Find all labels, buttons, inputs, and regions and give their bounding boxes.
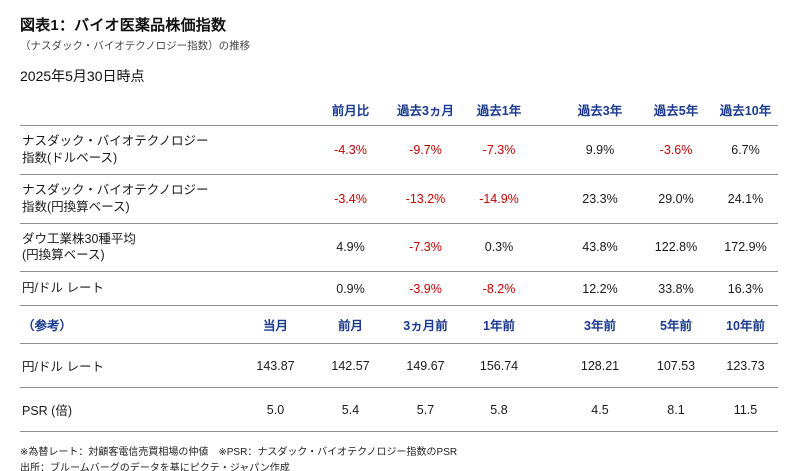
column-header-3y: 過去3年	[561, 94, 639, 126]
column-header-10y-ago: 10年前	[713, 305, 778, 345]
empty-cell	[238, 271, 313, 307]
metric-value: 6.7%	[713, 125, 778, 175]
metric-value: 9.9%	[561, 125, 639, 175]
row-nbi-jpy: ナスダック・バイオテクノロジー 指数(円換算ベース) -3.4% -13.2% …	[20, 174, 778, 224]
period-header-row: 前月比 過去3ヵ月 過去1年 過去3年 過去5年 過去10年	[20, 94, 778, 126]
row-label: ナスダック・バイオテクノロジー 指数(ドルベース)	[20, 125, 238, 175]
column-spacer	[535, 125, 561, 175]
column-header-3m: 過去3ヵ月	[388, 94, 463, 126]
footnote-source: 出所：ブルームバーグのデータを基にピクテ・ジャパン作成	[20, 463, 290, 471]
metric-value: -3.4%	[313, 174, 388, 224]
metric-value: -7.3%	[463, 125, 535, 175]
column-spacer	[535, 174, 561, 224]
metric-value: 0.3%	[463, 223, 535, 273]
metric-value: 33.8%	[639, 271, 713, 307]
metric-value: 149.67	[388, 343, 463, 389]
row-usdjpy-change: 円/ドル レート 0.9% -3.9% -8.2% 12.2% 33.8% 16…	[20, 271, 778, 307]
row-label: 円/ドル レート	[20, 271, 238, 307]
row-label-line: ダウ工業株30種平均	[22, 231, 136, 246]
column-header-5y-ago: 5年前	[639, 305, 713, 345]
metric-value: 128.21	[561, 343, 639, 389]
label-spacer	[20, 94, 238, 126]
row-label-line: ナスダック・バイオテクノロジー	[22, 134, 209, 148]
row-label: PSR (倍)	[20, 387, 238, 433]
column-header-prev-month: 前月	[313, 305, 388, 345]
metric-value: 172.9%	[713, 223, 778, 273]
metric-value: 143.87	[238, 343, 313, 389]
performance-table: 前月比 過去3ヵ月 過去1年 過去3年 過去5年 過去10年 ナスダック・バイオ…	[20, 94, 778, 433]
metric-value: 123.73	[713, 343, 778, 389]
row-label: ダウ工業株30種平均 (円換算ベース)	[20, 223, 238, 273]
empty-cell	[238, 125, 313, 175]
column-spacer	[535, 343, 561, 389]
metric-value: -8.2%	[463, 271, 535, 307]
empty-cell	[238, 223, 313, 273]
column-spacer	[535, 305, 561, 345]
metric-value: 5.8	[463, 387, 535, 433]
metric-value: -13.2%	[388, 174, 463, 224]
metric-value: 4.9%	[313, 223, 388, 273]
row-label: 円/ドル レート	[20, 343, 238, 389]
row-label: ナスダック・バイオテクノロジー 指数(円換算ベース)	[20, 174, 238, 224]
metric-value: 16.3%	[713, 271, 778, 307]
metric-value: 43.8%	[561, 223, 639, 273]
column-header-1y-ago: 1年前	[463, 305, 535, 345]
metric-value: 23.3%	[561, 174, 639, 224]
metric-value: -7.3%	[388, 223, 463, 273]
column-header-1y: 過去1年	[463, 94, 535, 126]
row-dow-jpy: ダウ工業株30種平均 (円換算ベース) 4.9% -7.3% 0.3% 43.8…	[20, 223, 778, 273]
row-psr: PSR (倍) 5.0 5.4 5.7 5.8 4.5 8.1 11.5	[20, 387, 778, 433]
metric-value: 0.9%	[313, 271, 388, 307]
column-spacer	[535, 94, 561, 126]
metric-value: -3.9%	[388, 271, 463, 307]
metric-value: 107.53	[639, 343, 713, 389]
metric-value: 12.2%	[561, 271, 639, 307]
row-label-line: 指数(ドルベース)	[22, 150, 118, 165]
metric-value: 156.74	[463, 343, 535, 389]
metric-value: -14.9%	[463, 174, 535, 224]
metric-value: 29.0%	[639, 174, 713, 224]
metric-value: 142.57	[313, 343, 388, 389]
figure-subtitle: （ナスダック・バイオテクノロジー指数）の推移	[20, 40, 251, 52]
column-header-mom: 前月比	[313, 94, 388, 126]
metric-value: 5.0	[238, 387, 313, 433]
row-label-line: 指数(円換算ベース)	[22, 199, 130, 214]
column-spacer	[535, 387, 561, 433]
metric-value: 5.7	[388, 387, 463, 433]
current-month-spacer	[238, 94, 313, 126]
row-label-line: (円換算ベース)	[22, 248, 105, 263]
column-header-5y: 過去5年	[639, 94, 713, 126]
row-usdjpy-rate: 円/ドル レート 143.87 142.57 149.67 156.74 128…	[20, 343, 778, 389]
metric-value: 4.5	[561, 387, 639, 433]
metric-value: 24.1%	[713, 174, 778, 224]
row-nbi-usd: ナスダック・バイオテクノロジー 指数(ドルベース) -4.3% -9.7% -7…	[20, 125, 778, 175]
metric-value: -3.6%	[639, 125, 713, 175]
column-spacer	[535, 271, 561, 307]
footnotes: ※為替レート：対顧客電信売買相場の仲値 ※PSR：ナスダック・バイオテクノロジー…	[20, 445, 778, 471]
row-label-line: ナスダック・バイオテクノロジー	[22, 182, 209, 197]
figure-title: 図表1：バイオ医薬品株価指数	[20, 17, 227, 34]
metric-value: 8.1	[639, 387, 713, 433]
metric-value: -9.7%	[388, 125, 463, 175]
empty-cell	[238, 174, 313, 224]
column-header-3y-ago: 3年前	[561, 305, 639, 345]
metric-value: -4.3%	[313, 125, 388, 175]
metric-value: 11.5	[713, 387, 778, 433]
row-label-line: 円/ドル レート	[22, 281, 104, 296]
reference-label: （参考）	[20, 305, 238, 345]
footnote-definitions: ※為替レート：対顧客電信売買相場の仲値 ※PSR：ナスダック・バイオテクノロジー…	[20, 447, 458, 459]
column-spacer	[535, 223, 561, 273]
metric-value: 5.4	[313, 387, 388, 433]
column-header-3m-ago: 3ヵ月前	[388, 305, 463, 345]
column-header-10y: 過去10年	[713, 94, 778, 126]
column-header-current-month: 当月	[238, 305, 313, 345]
row-reference-header: （参考） 当月 前月 3ヵ月前 1年前 3年前 5年前 10年前	[20, 305, 778, 345]
as-of-date: 2025年5月30日時点	[20, 68, 145, 84]
metric-value: 122.8%	[639, 223, 713, 273]
